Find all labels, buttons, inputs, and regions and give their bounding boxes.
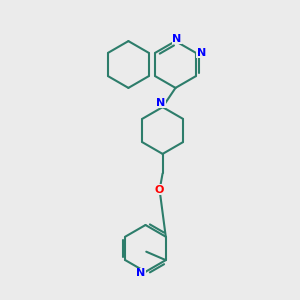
Text: N: N [157, 98, 166, 108]
Text: O: O [155, 185, 164, 195]
Text: N: N [196, 48, 206, 58]
Text: N: N [172, 34, 182, 44]
Text: N: N [136, 268, 146, 278]
